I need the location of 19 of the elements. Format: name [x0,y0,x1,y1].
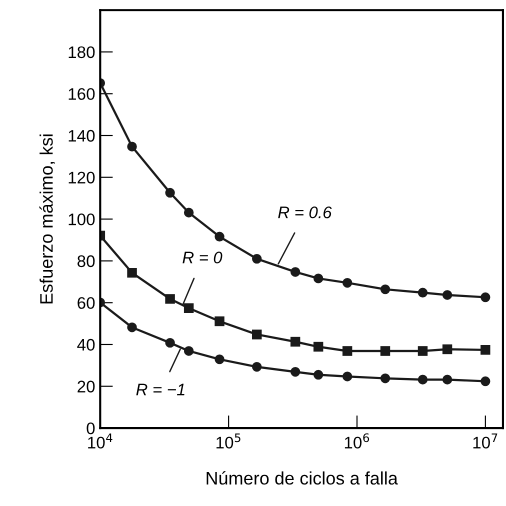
x-tick-label: 10$^{4}$ [88,433,112,449]
y-tick-label: 180 [68,46,95,58]
annotation: R = −1 [136,384,184,396]
y-tick-label: 40 [77,338,95,351]
y-tick-label: 100 [68,214,95,226]
x-tick-label: 10$^{5}$ [216,433,240,449]
y-tick-label: 0 [86,422,95,434]
y-tick-label: 120 [68,172,95,184]
y-axis-title: Esfuerzo máximo, ksi [39,134,55,304]
annotation: R = 0.6 [278,206,332,218]
y-tick-label: 140 [68,130,95,142]
x-tick-label: 10$^{6}$ [344,433,370,449]
x-tick-label: 10$^{7}$ [473,433,498,449]
y-tick-label: 60 [78,297,95,309]
x-axis-title: Número de ciclos a falla [206,471,398,485]
y-tick-label: 160 [68,88,95,100]
annotation: R = 0 [182,252,222,264]
y-tick-label: 80 [78,255,95,268]
y-tick-label: 20 [78,380,95,392]
